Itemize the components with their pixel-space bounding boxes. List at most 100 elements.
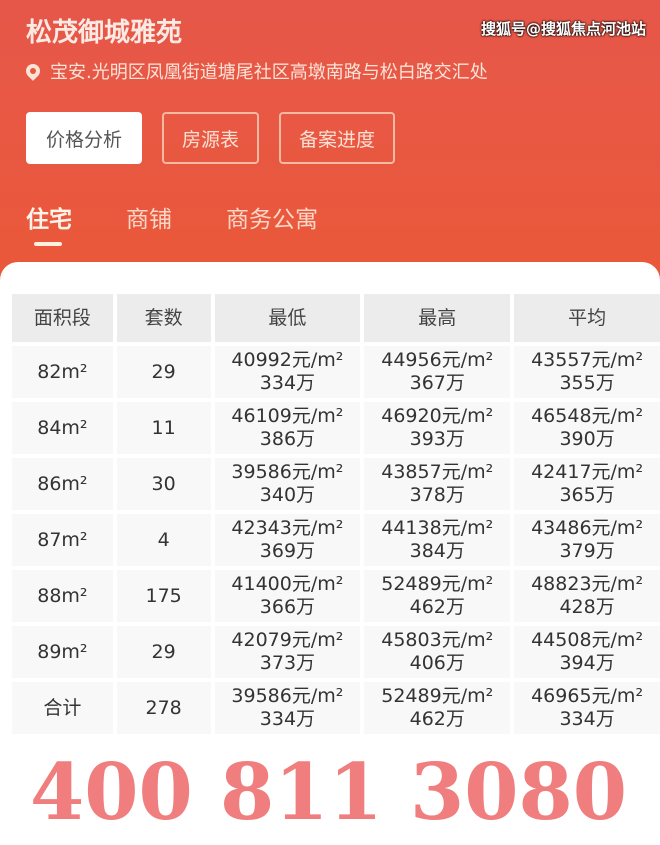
table-cell: 29 [116,626,211,678]
price-table: 面积段 套数 最低 最高 平均 82m² 29 40992元/m² 334万 44956元/m²… [8,290,660,738]
table-cell: 46920元/m² 393万 [364,402,511,454]
cell-text: 48823元/m² [531,573,644,595]
table-row: 合计 278 39586元/m² 334万 52489元/m² 462万 46965元/m²… [12,682,660,734]
cell-text: 365万 [559,484,615,506]
cell-text: 41400元/m² [231,573,344,595]
cell-text: 42417元/m² [531,461,644,483]
view-buttons: 价格分析 房源表 备案进度 [26,112,396,164]
cell-text: 379万 [559,540,615,562]
cell-text: 369万 [259,540,316,562]
cell-text: 44508元/m² [531,629,644,651]
table-cell: 43557元/m² 355万 [514,346,660,398]
price-analysis-button[interactable]: 价格分析 [26,112,143,164]
cell-text: 29 [151,640,176,663]
table-row: 88m² 175 41400元/m² 366万 52489元/m² 462万 48823元/… [12,570,660,622]
table-cell: 48823元/m² 428万 [514,570,660,622]
tab-apartments[interactable]: 商务公寓 [226,207,318,233]
source-watermark: 搜狐号@搜狐焦点河池站 [480,20,646,38]
cell-text: 86m² [37,472,88,495]
cell-text: 39586元/m² [231,461,344,483]
cell-text: 334万 [259,372,316,394]
table-cell: 82m² [12,346,113,398]
table-cell: 44508元/m² 394万 [514,626,660,678]
project-title: 松茂御城雅苑 [26,18,183,48]
table-row: 89m² 29 42079元/m² 373万 45803元/m² 406万 44508元/m… [12,626,660,678]
cell-text: 378万 [409,484,465,506]
table-cell: 46965元/m² 334万 [514,682,660,734]
cell-text: 42079元/m² [231,629,344,651]
table-cell: 44956元/m² 367万 [364,346,511,398]
table-cell: 46548元/m² 390万 [514,402,660,454]
table-cell: 29 [116,346,211,398]
cell-text: 44138元/m² [381,517,494,539]
cell-text: 4 [157,528,170,551]
cell-text: 386万 [259,428,316,450]
cell-text: 合计 [43,696,82,719]
table-row: 82m² 29 40992元/m² 334万 44956元/m² 367万 43557元/m… [12,346,660,398]
cell-text: 175 [145,584,182,607]
cell-text: 373万 [259,652,316,674]
cell-text: 87m² [37,528,88,551]
cell-text: 45803元/m² [381,629,494,651]
cell-text: 46109元/m² [231,405,344,427]
column-header: 最低 [214,294,361,342]
cell-text: 334万 [559,708,615,730]
cell-text: 46920元/m² [381,405,494,427]
tab-residential[interactable]: 住宅 [26,200,72,246]
cell-text: 428万 [559,596,615,618]
cell-text: 82m² [37,360,88,383]
table-cell: 40992元/m² 334万 [214,346,361,398]
table-row: 84m² 11 46109元/m² 386万 46920元/m² 393万 46548元/m… [12,402,660,454]
cell-text: 46548元/m² [531,405,644,427]
table-cell: 45803元/m² 406万 [364,626,511,678]
address-text: 宝安.光明区凤凰街道塘尾社区高墩南路与松白路交汇处 [50,62,488,83]
table-cell: 87m² [12,514,113,566]
address: 宝安.光明区凤凰街道塘尾社区高墩南路与松白路交汇处 [23,58,488,84]
table-cell: 89m² [12,626,113,678]
table-cell: 41400元/m² 366万 [214,570,361,622]
listing-table-button[interactable]: 房源表 [162,112,260,164]
cell-text: 29 [151,360,176,383]
table-cell: 88m² [12,570,113,622]
price-table-card: 面积段 套数 最低 最高 平均 82m² 29 40992元/m² 334万 44956元/m²… [0,262,660,845]
table-cell: 合计 [12,682,113,734]
tab-shops[interactable]: 商铺 [126,207,172,233]
column-header: 面积段 [12,294,113,342]
property-type-tabs: 住宅 商铺 商务公寓 [26,200,318,246]
table-cell: 11 [116,402,211,454]
cell-text: 384万 [409,540,465,562]
cell-text: 89m² [37,640,88,663]
cell-text: 340万 [259,484,316,506]
table-cell: 43857元/m² 378万 [364,458,511,510]
cell-text: 42343元/m² [231,517,344,539]
cell-text: 43857元/m² [381,461,494,483]
table-cell: 43486元/m² 379万 [514,514,660,566]
cell-text: 366万 [259,596,316,618]
table-cell: 4 [116,514,211,566]
table-cell: 44138元/m² 384万 [364,514,511,566]
cell-text: 355万 [559,372,615,394]
cell-text: 43486元/m² [531,517,644,539]
table-cell: 42417元/m² 365万 [514,458,660,510]
table-cell: 46109元/m² 386万 [214,402,361,454]
cell-text: 40992元/m² [231,349,344,371]
cell-text: 393万 [409,428,465,450]
cell-text: 88m² [37,584,88,607]
cell-text: 52489元/m² [381,685,494,707]
cell-text: 462万 [409,708,465,730]
cell-text: 44956元/m² [381,349,494,371]
cell-text: 278 [145,696,182,719]
header-row: 面积段 套数 最低 最高 平均 [12,294,660,342]
cell-text: 390万 [559,428,615,450]
table-cell: 175 [116,570,211,622]
cell-text: 367万 [409,372,465,394]
table-row: 86m² 30 39586元/m² 340万 43857元/m² 378万 42417元/m… [12,458,660,510]
cell-text: 43557元/m² [531,349,644,371]
table-cell: 52489元/m² 462万 [364,570,511,622]
cell-text: 30 [151,472,176,495]
filing-progress-button[interactable]: 备案进度 [279,112,396,164]
cell-text: 406万 [409,652,465,674]
table-cell: 39586元/m² 340万 [214,458,361,510]
table-row: 87m² 4 42343元/m² 369万 44138元/m² 384万 43486元/m²… [12,514,660,566]
column-header: 最高 [364,294,511,342]
